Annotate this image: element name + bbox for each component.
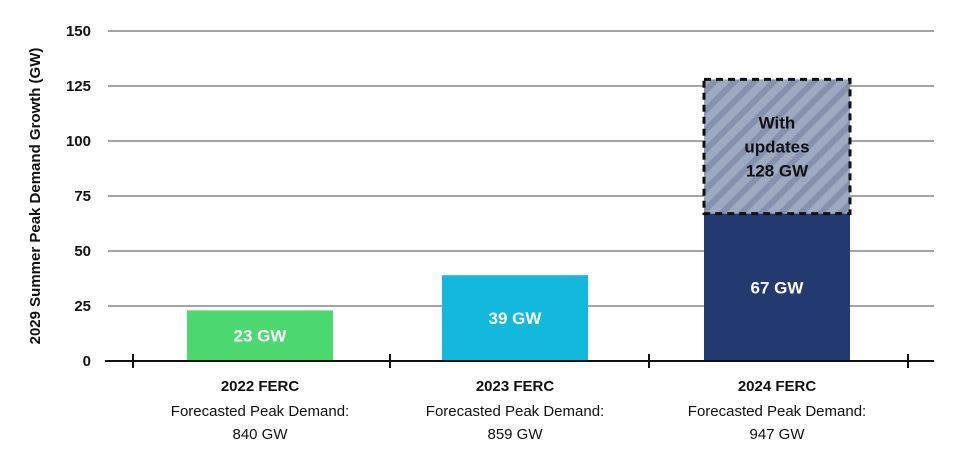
x-axis-category-labels: 2022 FERC Forecasted Peak Demand: 840 GW 20… — [171, 378, 866, 443]
y-tick-label: 75 — [74, 188, 91, 205]
category-peak-demand: 947 GW — [749, 426, 805, 443]
bar-update-label: 128 GW — [746, 162, 809, 181]
x-axis — [105, 354, 934, 368]
y-tick-label: 100 — [66, 133, 91, 150]
bar — [442, 275, 588, 361]
category-subtitle: Forecasted Peak Demand: — [171, 403, 349, 420]
bar-value-label: 39 GW — [489, 309, 543, 328]
y-tick-label: 0 — [83, 353, 91, 370]
category-peak-demand: 859 GW — [487, 426, 543, 443]
bar-update-segment — [702, 77, 852, 216]
bar-update-label: With — [759, 114, 796, 133]
y-tick-label: 25 — [74, 298, 91, 315]
bar — [187, 310, 333, 361]
bar — [704, 213, 850, 361]
category-title: 2022 FERC — [221, 378, 300, 395]
y-tick-label: 50 — [74, 243, 91, 260]
y-axis-label: 2029 Summer Peak Demand Growth (GW) — [27, 48, 44, 345]
bar-value-label: 23 GW — [234, 327, 288, 346]
bar-value-label: 67 GW — [751, 278, 805, 297]
bar-update-label: updates — [744, 138, 809, 157]
category-subtitle: Forecasted Peak Demand: — [426, 403, 604, 420]
bars: 23 GW 39 GW With updates 128 GW 67 GW — [187, 77, 852, 361]
y-axis-ticks: 0 25 50 75 100 125 150 — [66, 23, 91, 370]
category-title: 2023 FERC — [476, 378, 555, 395]
y-tick-label: 125 — [66, 78, 91, 95]
y-tick-label: 150 — [66, 23, 91, 40]
category-peak-demand: 840 GW — [232, 426, 288, 443]
category-subtitle: Forecasted Peak Demand: — [688, 403, 866, 420]
category-title: 2024 FERC — [738, 378, 817, 395]
